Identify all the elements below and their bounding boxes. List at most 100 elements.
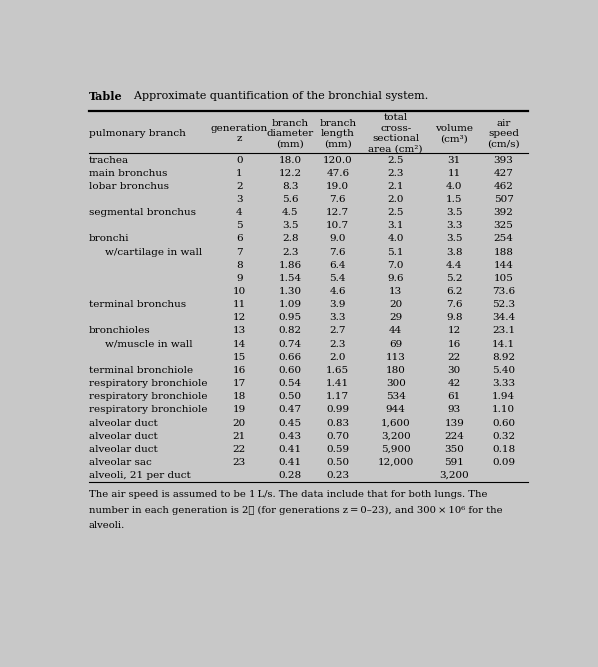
Text: 12: 12 bbox=[233, 313, 246, 322]
Text: 5.40: 5.40 bbox=[492, 366, 515, 375]
Text: 1.94: 1.94 bbox=[492, 392, 515, 402]
Text: 21: 21 bbox=[233, 432, 246, 441]
Text: air
speed
(cm/s): air speed (cm/s) bbox=[487, 119, 520, 148]
Text: alveoli, 21 per duct: alveoli, 21 per duct bbox=[89, 471, 190, 480]
Text: branch
diameter
(mm): branch diameter (mm) bbox=[267, 119, 314, 148]
Text: 2.7: 2.7 bbox=[329, 326, 346, 336]
Text: 0.82: 0.82 bbox=[279, 326, 302, 336]
Text: 1.54: 1.54 bbox=[279, 274, 302, 283]
Text: 224: 224 bbox=[444, 432, 464, 441]
Text: segmental bronchus: segmental bronchus bbox=[89, 208, 196, 217]
Text: alveolar sac: alveolar sac bbox=[89, 458, 151, 467]
Text: 18.0: 18.0 bbox=[279, 155, 302, 165]
Text: branch
length
(mm): branch length (mm) bbox=[319, 119, 356, 148]
Text: volume
(cm³): volume (cm³) bbox=[435, 124, 473, 143]
Text: 0.32: 0.32 bbox=[492, 432, 515, 441]
Text: 16: 16 bbox=[233, 366, 246, 375]
Text: 350: 350 bbox=[444, 445, 464, 454]
Text: 5.6: 5.6 bbox=[282, 195, 298, 204]
Text: 9.6: 9.6 bbox=[388, 274, 404, 283]
Text: 11: 11 bbox=[448, 169, 461, 177]
Text: 3,200: 3,200 bbox=[440, 471, 469, 480]
Text: 12,000: 12,000 bbox=[377, 458, 414, 467]
Text: 3.1: 3.1 bbox=[388, 221, 404, 230]
Text: 47.6: 47.6 bbox=[326, 169, 349, 177]
Text: 1.65: 1.65 bbox=[326, 366, 349, 375]
Text: 11: 11 bbox=[233, 300, 246, 309]
Text: 2.1: 2.1 bbox=[388, 182, 404, 191]
Text: 4.4: 4.4 bbox=[446, 261, 463, 269]
Text: 4.5: 4.5 bbox=[282, 208, 298, 217]
Text: 325: 325 bbox=[494, 221, 514, 230]
Text: 3.5: 3.5 bbox=[282, 221, 298, 230]
Text: 507: 507 bbox=[494, 195, 514, 204]
Text: 2.5: 2.5 bbox=[388, 155, 404, 165]
Text: 1.5: 1.5 bbox=[446, 195, 463, 204]
Text: 0.74: 0.74 bbox=[279, 340, 302, 349]
Text: 12.7: 12.7 bbox=[326, 208, 349, 217]
Text: 44: 44 bbox=[389, 326, 402, 336]
Text: 9.8: 9.8 bbox=[446, 313, 463, 322]
Text: terminal bronchiole: terminal bronchiole bbox=[89, 366, 193, 375]
Text: 6.2: 6.2 bbox=[446, 287, 463, 296]
Text: 2: 2 bbox=[236, 182, 243, 191]
Text: 18: 18 bbox=[233, 392, 246, 402]
Text: 462: 462 bbox=[494, 182, 514, 191]
Text: 1.09: 1.09 bbox=[279, 300, 302, 309]
Text: 10.7: 10.7 bbox=[326, 221, 349, 230]
Text: 61: 61 bbox=[448, 392, 461, 402]
Text: 3.3: 3.3 bbox=[446, 221, 463, 230]
Text: 1: 1 bbox=[236, 169, 243, 177]
Text: 7.0: 7.0 bbox=[388, 261, 404, 269]
Text: 7.6: 7.6 bbox=[329, 247, 346, 257]
Text: 23.1: 23.1 bbox=[492, 326, 515, 336]
Text: 944: 944 bbox=[386, 406, 405, 414]
Text: pulmonary branch: pulmonary branch bbox=[89, 129, 185, 138]
Text: 9.0: 9.0 bbox=[329, 234, 346, 243]
Text: 42: 42 bbox=[448, 379, 461, 388]
Text: 144: 144 bbox=[494, 261, 514, 269]
Text: 5.1: 5.1 bbox=[388, 247, 404, 257]
Text: Approximate quantification of the bronchial system.: Approximate quantification of the bronch… bbox=[127, 91, 428, 101]
Text: 3,200: 3,200 bbox=[381, 432, 411, 441]
Text: 0.23: 0.23 bbox=[326, 471, 349, 480]
Text: 0.45: 0.45 bbox=[279, 418, 302, 428]
Text: 10: 10 bbox=[233, 287, 246, 296]
Text: 139: 139 bbox=[444, 418, 464, 428]
Text: 0.60: 0.60 bbox=[492, 418, 515, 428]
Text: generation
z: generation z bbox=[210, 124, 268, 143]
Text: 7.6: 7.6 bbox=[446, 300, 463, 309]
Text: 5.4: 5.4 bbox=[329, 274, 346, 283]
Text: bronchioles: bronchioles bbox=[89, 326, 150, 336]
Text: 0.99: 0.99 bbox=[326, 406, 349, 414]
Text: 254: 254 bbox=[494, 234, 514, 243]
Text: 93: 93 bbox=[448, 406, 461, 414]
Text: 13: 13 bbox=[233, 326, 246, 336]
Text: 591: 591 bbox=[444, 458, 464, 467]
Text: The air speed is assumed to be 1 L/s. The data include that for both lungs. The: The air speed is assumed to be 1 L/s. Th… bbox=[89, 490, 487, 500]
Text: 6: 6 bbox=[236, 234, 243, 243]
Text: 7.6: 7.6 bbox=[329, 195, 346, 204]
Text: 393: 393 bbox=[494, 155, 514, 165]
Text: 1.30: 1.30 bbox=[279, 287, 302, 296]
Text: respiratory bronchiole: respiratory bronchiole bbox=[89, 392, 207, 402]
Text: 7: 7 bbox=[236, 247, 243, 257]
Text: 0.83: 0.83 bbox=[326, 418, 349, 428]
Text: 0.18: 0.18 bbox=[492, 445, 515, 454]
Text: 3: 3 bbox=[236, 195, 243, 204]
Text: 3.3: 3.3 bbox=[329, 313, 346, 322]
Text: 0.60: 0.60 bbox=[279, 366, 302, 375]
Text: 0.47: 0.47 bbox=[279, 406, 302, 414]
Text: alveolar duct: alveolar duct bbox=[89, 418, 157, 428]
Text: 0.28: 0.28 bbox=[279, 471, 302, 480]
Text: 0.95: 0.95 bbox=[279, 313, 302, 322]
Text: respiratory bronchiole: respiratory bronchiole bbox=[89, 379, 207, 388]
Text: alveolar duct: alveolar duct bbox=[89, 445, 157, 454]
Text: 12.2: 12.2 bbox=[279, 169, 302, 177]
Text: Table: Table bbox=[89, 91, 122, 102]
Text: number in each generation is 2ᵺ (for generations z = 0–23), and 300 × 10⁶ for th: number in each generation is 2ᵺ (for gen… bbox=[89, 506, 502, 515]
Text: 12: 12 bbox=[448, 326, 461, 336]
Text: 2.3: 2.3 bbox=[282, 247, 298, 257]
Text: 17: 17 bbox=[233, 379, 246, 388]
Text: 113: 113 bbox=[386, 353, 405, 362]
